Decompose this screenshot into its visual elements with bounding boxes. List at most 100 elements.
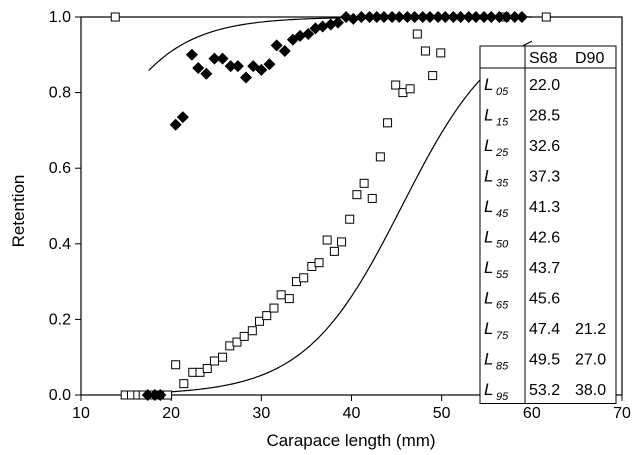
data-point-diamond [255, 63, 268, 76]
data-point-square [383, 118, 393, 128]
y-tick-label: 0.4 [49, 236, 71, 253]
data-point-square [179, 379, 189, 389]
table-value-s68: 47.4 [529, 321, 560, 338]
x-tick-label: 60 [523, 405, 541, 422]
x-tick-label: 70 [613, 405, 631, 422]
data-point-square [412, 29, 422, 39]
data-point-square [209, 356, 219, 366]
data-point-square [375, 152, 385, 162]
data-point-diamond [439, 11, 452, 23]
data-point-diamond [401, 11, 414, 23]
data-point-diamond [185, 48, 198, 61]
table-row-symbol: L [484, 106, 493, 125]
data-point-square [218, 352, 228, 362]
data-point-diamond [500, 11, 513, 23]
x-tick-label: 30 [252, 405, 270, 422]
data-point-diamond [347, 12, 360, 25]
table-row-symbol: L [484, 197, 493, 216]
data-point-diamond [263, 58, 276, 71]
data-point-diamond [493, 11, 506, 23]
y-tick-label: 0.8 [49, 85, 71, 102]
table-row-symbol: L [484, 289, 493, 308]
data-point-square [110, 12, 120, 22]
data-point-square [239, 331, 249, 341]
data-point-diamond [454, 11, 467, 23]
data-point-diamond [192, 62, 205, 75]
data-point-square [367, 193, 377, 203]
data-point-diamond [393, 11, 406, 23]
data-point-diamond [231, 60, 244, 73]
table-row-symbol: L [484, 167, 493, 186]
data-point-square [284, 294, 294, 304]
data-point-diamond [216, 52, 229, 65]
data-point-diamond [208, 52, 221, 65]
table-row-subscript: 65 [496, 300, 509, 312]
table-row-subscript: 35 [496, 178, 509, 190]
y-tick-label: 0.6 [49, 160, 71, 177]
table-row-symbol: L [484, 350, 493, 369]
table-row-subscript: 55 [496, 269, 509, 281]
data-point-square [436, 48, 446, 58]
data-point-diamond [224, 60, 237, 73]
y-tick-label: 0.2 [49, 311, 71, 328]
data-point-square [276, 290, 286, 300]
data-point-diamond [386, 11, 399, 23]
data-point-square [329, 246, 339, 256]
data-point-diamond [423, 11, 436, 23]
data-point-diamond [508, 11, 521, 23]
fit-curve-1 [121, 40, 533, 395]
table-row-subscript: 25 [495, 147, 509, 159]
table-value-s68: 41.3 [529, 199, 560, 216]
data-point-diamond [176, 111, 189, 124]
data-point-diamond [169, 118, 182, 131]
table-value-s68: 28.5 [529, 108, 560, 125]
data-point-square [255, 316, 265, 326]
data-point-square [171, 360, 181, 370]
table-header-d90: D90 [575, 50, 604, 67]
data-point-diamond [355, 11, 368, 23]
data-point-square [322, 235, 332, 245]
table-row-symbol: L [484, 380, 493, 399]
data-point-diamond [154, 389, 167, 401]
data-point-diamond [408, 11, 421, 23]
table-value-s68: 32.6 [529, 138, 560, 155]
data-point-square [337, 237, 347, 247]
data-point-square [299, 273, 309, 283]
table-header-s68: S68 [529, 50, 558, 67]
data-point-diamond [278, 45, 291, 58]
data-point-diamond [240, 71, 253, 84]
data-point-diamond [515, 11, 528, 23]
data-point-square [314, 258, 324, 268]
x-tick-label: 10 [72, 405, 90, 422]
data-point-diamond [200, 67, 213, 80]
table-value-d90: 38.0 [575, 382, 606, 399]
table-value-d90: 27.0 [575, 352, 606, 369]
data-point-square [359, 178, 369, 188]
table-row-subscript: 95 [496, 391, 509, 403]
data-point-diamond [331, 16, 344, 29]
table-row-symbol: L [484, 258, 493, 277]
table-frame [479, 45, 617, 404]
data-point-diamond [377, 11, 390, 23]
y-tick-label: 0.0 [49, 387, 71, 404]
data-point-diamond [447, 11, 460, 23]
y-tick-label: 1.0 [49, 9, 71, 26]
data-point-diamond [363, 11, 376, 23]
x-axis-title: Carapace length (mm) [266, 431, 435, 450]
data-point-diamond [432, 11, 445, 23]
y-axis-title: Retention [9, 175, 28, 248]
plot-area: 10 20 30 40 50 60 70 0.0 0.2 0.4 0.6 0.8 1.0 [49, 9, 631, 422]
data-point-diamond [416, 11, 429, 23]
data-point-diamond [141, 389, 154, 401]
table-row-symbol: L [484, 136, 493, 155]
data-point-diamond [469, 11, 482, 23]
data-point-diamond [316, 20, 329, 33]
data-point-square [428, 71, 438, 81]
data-point-diamond [478, 11, 491, 23]
table-row-subscript: 85 [496, 361, 509, 373]
data-point-square [405, 84, 415, 94]
data-point-square [269, 303, 279, 313]
table-value-d90: 21.2 [575, 321, 606, 338]
